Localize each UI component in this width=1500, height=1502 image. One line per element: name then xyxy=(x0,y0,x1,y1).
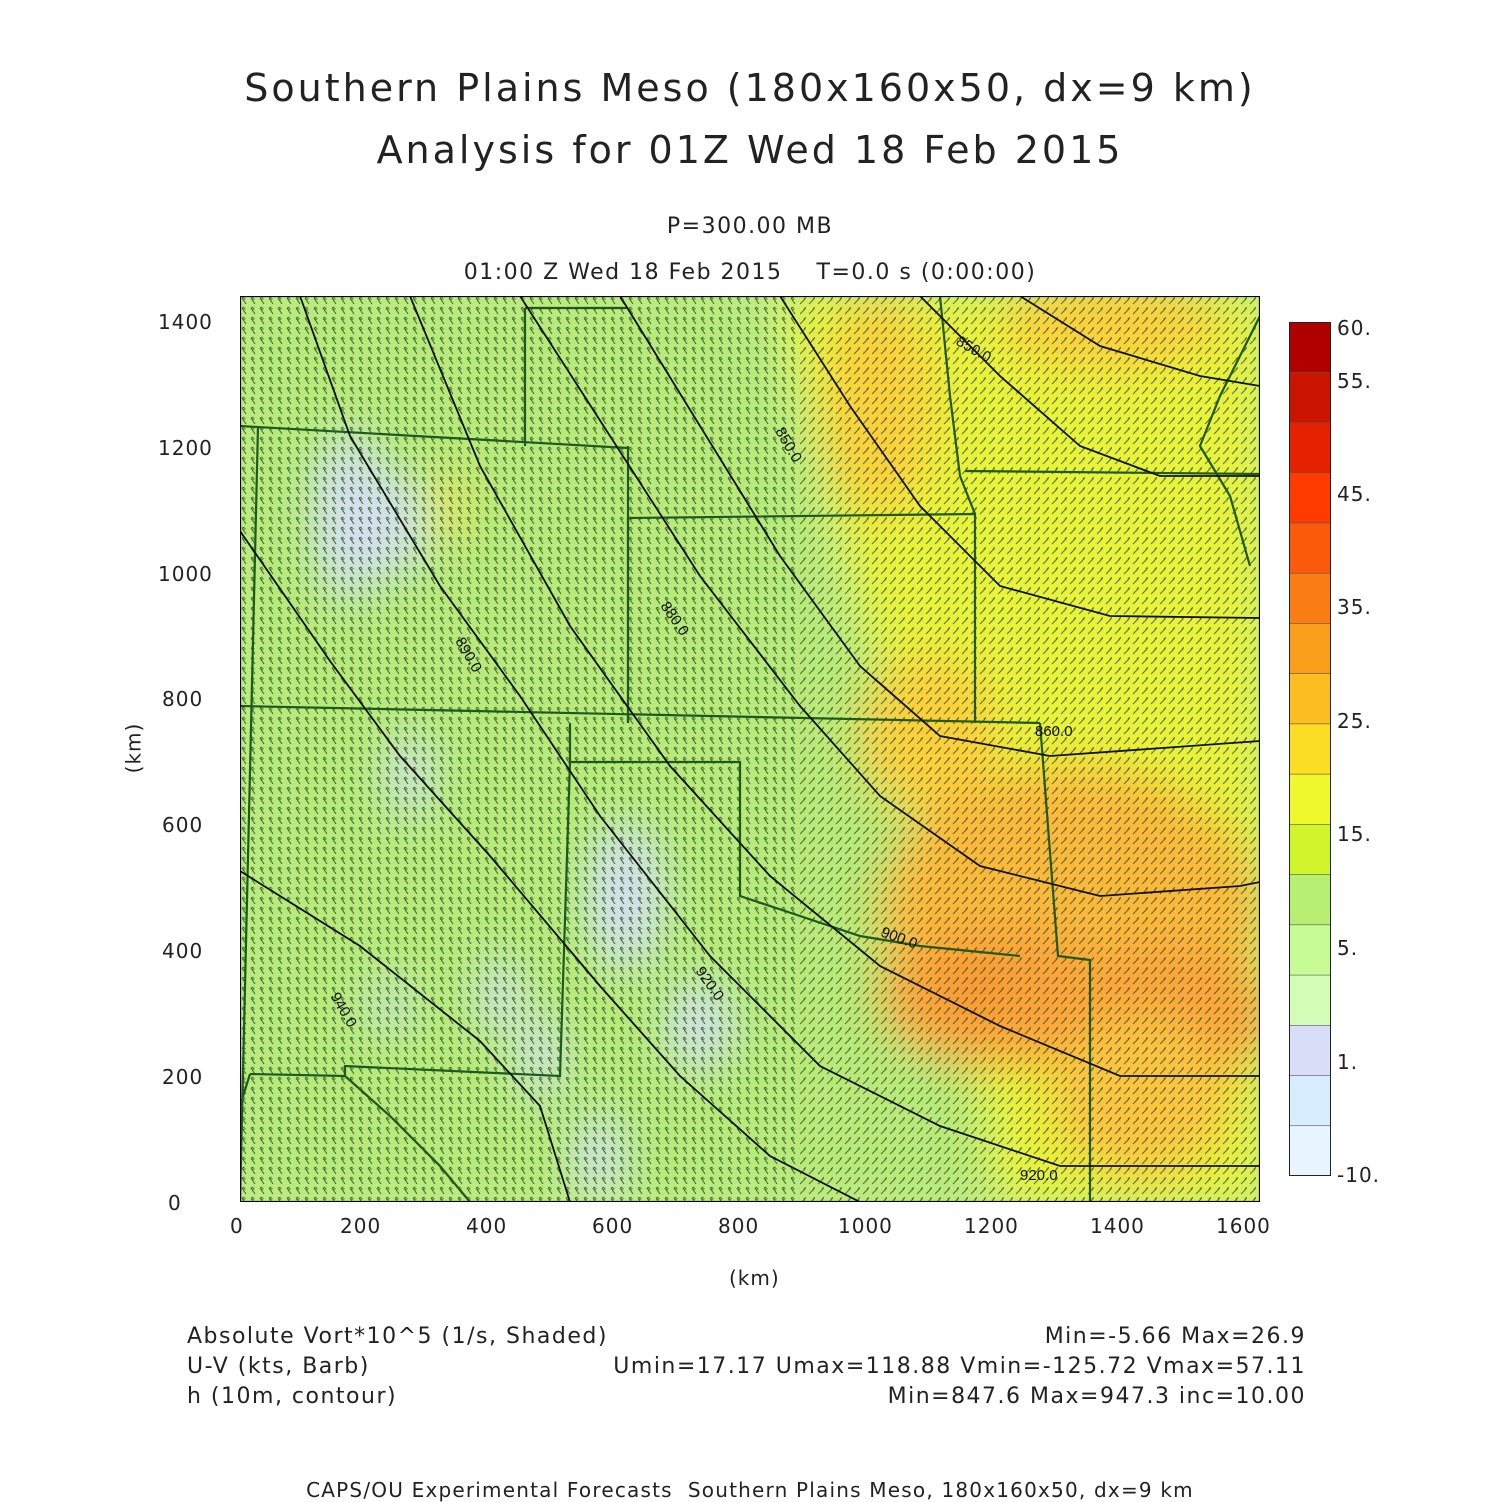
colorbar-swatch xyxy=(1289,974,1331,1027)
x-tick: 0 xyxy=(230,1214,244,1238)
colorbar-label: 5. xyxy=(1337,936,1359,960)
colorbar-swatch xyxy=(1289,623,1331,675)
y-tick: 1000 xyxy=(158,562,213,586)
colorbar-swatch xyxy=(1289,874,1331,926)
x-tick: 200 xyxy=(340,1214,382,1238)
colorbar-swatch xyxy=(1289,1125,1331,1176)
colorbar-frame xyxy=(1289,322,1331,1176)
valid-time: 01:00 Z Wed 18 Feb 2015 T=0.0 s (0:00:00… xyxy=(463,260,1037,285)
colorbar-swatch xyxy=(1289,572,1331,625)
y-tick: 200 xyxy=(162,1065,204,1089)
x-tick: 400 xyxy=(466,1214,508,1238)
colorbar-swatch xyxy=(1289,673,1331,725)
pressure-level: P=300.00 MB xyxy=(666,214,834,239)
height-contours xyxy=(240,296,1260,1202)
contour-label-860: 860.0 xyxy=(1035,723,1073,740)
colorbar-swatch xyxy=(1289,773,1331,826)
colorbar-swatch xyxy=(1289,422,1331,474)
colorbar-swatch xyxy=(1289,723,1331,775)
colorbar-label: 35. xyxy=(1337,595,1372,619)
legend-shaded-field: Absolute Vort*10^5 (1/s, Shaded) xyxy=(187,1324,608,1349)
y-tick: 0 xyxy=(168,1191,182,1215)
y-tick: 1200 xyxy=(158,436,213,460)
colorbar-swatch xyxy=(1289,924,1331,976)
x-tick: 800 xyxy=(718,1214,760,1238)
colorbar-label: 25. xyxy=(1337,709,1372,733)
legend-barb-range: Umin=17.17 Umax=118.88 Vmin=-125.72 Vmax… xyxy=(613,1354,1306,1379)
legend-contour-field: h (10m, contour) xyxy=(187,1384,398,1409)
colorbar-label: 1. xyxy=(1337,1050,1359,1074)
colorbar-swatches xyxy=(1289,322,1331,1176)
x-tick: 1200 xyxy=(964,1214,1019,1238)
x-tick: 600 xyxy=(592,1214,634,1238)
colorbar-swatch xyxy=(1289,322,1331,374)
y-tick: 800 xyxy=(162,687,204,711)
colorbar-label: 55. xyxy=(1337,369,1372,393)
x-tick: 1000 xyxy=(838,1214,893,1238)
legend-barb-field: U-V (kts, Barb) xyxy=(187,1354,370,1379)
colorbar-swatch xyxy=(1289,824,1331,876)
title-line-1: Southern Plains Meso (180x160x50, dx=9 k… xyxy=(244,66,1256,110)
colorbar-label: 15. xyxy=(1337,822,1372,846)
colorbar-label: 45. xyxy=(1337,482,1372,506)
colorbar-swatch xyxy=(1289,371,1331,424)
x-axis-label: (km) xyxy=(729,1266,780,1290)
colorbar-swatch xyxy=(1289,472,1331,524)
map-panel: 940.0 920.0 920.0 890.0 880.0 900.0 860.… xyxy=(240,296,1260,1202)
wind-barbs xyxy=(240,296,1260,1202)
plot-frame xyxy=(240,296,1260,1202)
colorbar-swatch xyxy=(1289,1024,1331,1077)
x-tick: 1600 xyxy=(1216,1214,1271,1238)
legend-contour-range: Min=847.6 Max=947.3 inc=10.00 xyxy=(887,1384,1306,1409)
contour-label-920b: 920.0 xyxy=(1020,1167,1058,1184)
colorbar xyxy=(1289,322,1331,1176)
y-axis-label: (km) xyxy=(121,722,146,774)
title-line-2: Analysis for 01Z Wed 18 Feb 2015 xyxy=(376,128,1124,172)
colorbar-label: 60. xyxy=(1337,316,1372,340)
colorbar-swatch xyxy=(1289,522,1331,574)
state-borders xyxy=(240,296,1260,1202)
y-tick: 600 xyxy=(162,813,204,837)
footer-credit: CAPS/OU Experimental Forecasts Southern … xyxy=(306,1478,1194,1502)
y-tick: 400 xyxy=(162,939,204,963)
legend-shaded-range: Min=-5.66 Max=26.9 xyxy=(1044,1324,1306,1349)
y-tick: 1400 xyxy=(158,310,213,334)
colorbar-label: -10. xyxy=(1337,1163,1381,1187)
x-tick: 1400 xyxy=(1090,1214,1145,1238)
colorbar-swatch xyxy=(1289,1075,1331,1127)
